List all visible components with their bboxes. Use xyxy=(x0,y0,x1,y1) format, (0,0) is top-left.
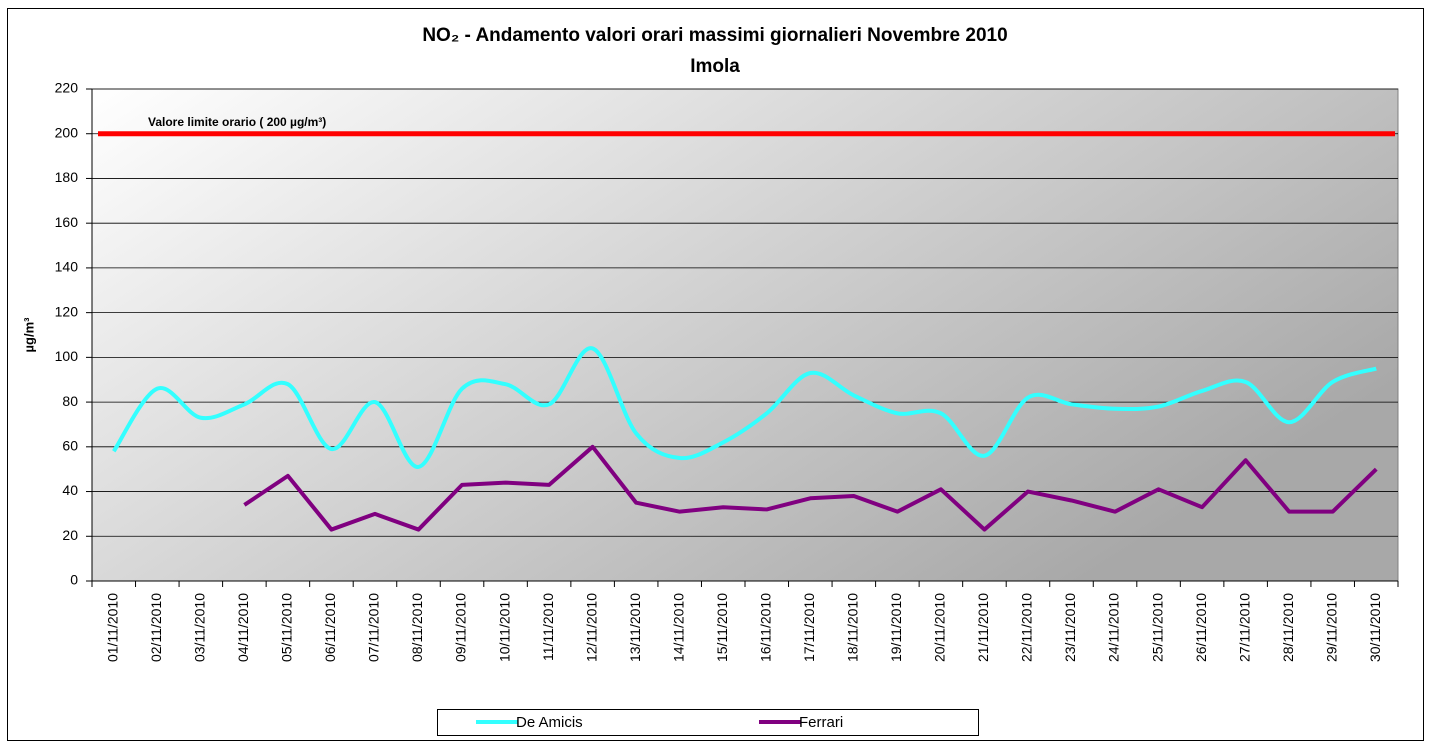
x-tick-label: 29/11/2010 xyxy=(1323,593,1339,662)
y-tick-label: 140 xyxy=(55,259,79,275)
y-tick-label: 20 xyxy=(62,527,78,543)
x-tick-label: 14/11/2010 xyxy=(670,593,686,662)
x-tick-label: 30/11/2010 xyxy=(1367,593,1383,662)
x-tick-label: 01/11/2010 xyxy=(104,593,120,662)
x-tick-label: 28/11/2010 xyxy=(1280,593,1296,662)
x-tick-label: 08/11/2010 xyxy=(409,593,425,662)
x-tick-label: 09/11/2010 xyxy=(453,593,469,662)
x-tick-label: 04/11/2010 xyxy=(235,593,251,662)
x-tick-label: 10/11/2010 xyxy=(496,593,512,662)
x-tick-label: 23/11/2010 xyxy=(1062,593,1078,662)
x-tick-label: 17/11/2010 xyxy=(801,593,817,662)
y-tick-label: 200 xyxy=(55,124,79,140)
y-axis-label: µg/m³ xyxy=(21,317,36,353)
x-tick-label: 19/11/2010 xyxy=(888,593,904,662)
x-tick-label: 25/11/2010 xyxy=(1149,593,1165,662)
x-tick-label: 22/11/2010 xyxy=(1019,593,1035,662)
y-tick-label: 180 xyxy=(55,169,79,185)
y-tick-label: 40 xyxy=(62,482,78,498)
y-tick-label: 80 xyxy=(62,393,78,409)
x-tick-label: 03/11/2010 xyxy=(192,593,208,662)
x-tick-label: 26/11/2010 xyxy=(1193,593,1209,662)
x-tick-label: 07/11/2010 xyxy=(366,593,382,662)
limit-label: Valore limite orario ( 200 µg/m³) xyxy=(148,115,326,129)
x-tick-label: 06/11/2010 xyxy=(322,593,338,662)
legend xyxy=(437,709,979,736)
chart-title: NO₂ - Andamento valori orari massimi gio… xyxy=(422,25,1007,46)
legend-label: De Amicis xyxy=(516,714,583,731)
x-tick-label: 16/11/2010 xyxy=(757,593,773,662)
x-tick-label: 05/11/2010 xyxy=(279,593,295,662)
x-tick-label: 11/11/2010 xyxy=(540,593,556,661)
x-tick-label: 27/11/2010 xyxy=(1236,593,1252,662)
x-tick-label: 15/11/2010 xyxy=(714,593,730,662)
legend-label: Ferrari xyxy=(799,714,843,731)
x-tick-label: 13/11/2010 xyxy=(627,593,643,662)
chart-subtitle: Imola xyxy=(690,56,740,77)
series-line xyxy=(112,346,1377,469)
y-tick-label: 120 xyxy=(55,303,79,319)
x-tick-label: 02/11/2010 xyxy=(148,593,164,662)
series-line xyxy=(243,444,1378,532)
x-tick-label: 12/11/2010 xyxy=(583,593,599,662)
x-tick-label: 24/11/2010 xyxy=(1106,593,1122,662)
y-tick-label: 100 xyxy=(55,348,79,364)
x-tick-label: 21/11/2010 xyxy=(975,593,991,662)
y-tick-label: 0 xyxy=(70,572,78,588)
y-tick-label: 160 xyxy=(55,214,79,230)
x-tick-label: 18/11/2010 xyxy=(845,593,861,662)
x-tick-label: 20/11/2010 xyxy=(932,593,948,662)
y-tick-label: 220 xyxy=(55,80,79,96)
y-tick-label: 60 xyxy=(62,438,78,454)
